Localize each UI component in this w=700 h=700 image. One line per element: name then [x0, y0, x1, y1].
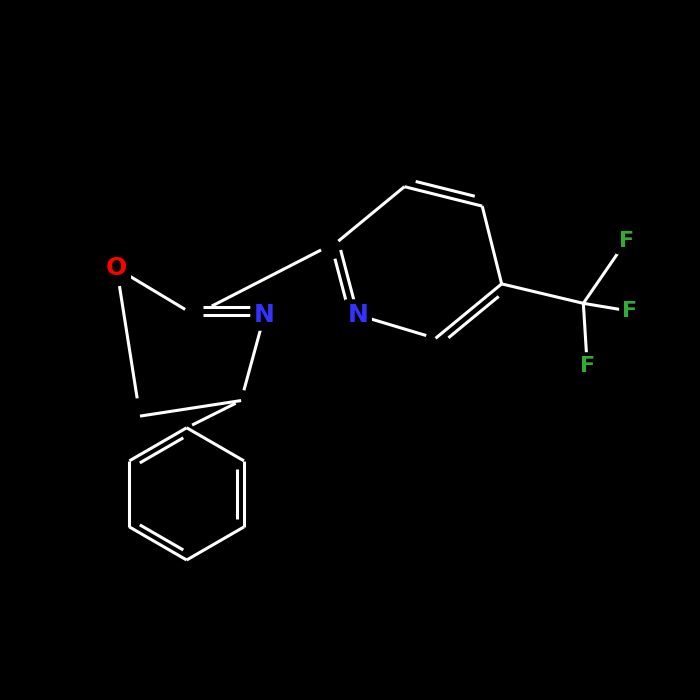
Text: F: F: [580, 356, 595, 376]
Text: N: N: [347, 303, 368, 327]
Text: F: F: [622, 301, 638, 321]
Text: N: N: [254, 303, 275, 327]
Text: F: F: [619, 231, 634, 251]
Text: O: O: [106, 256, 127, 280]
